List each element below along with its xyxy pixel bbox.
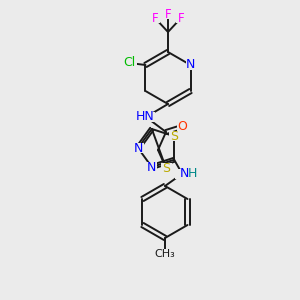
Bar	[122, 58, 137, 68]
Bar	[137, 112, 155, 122]
Text: Cl: Cl	[123, 56, 136, 70]
Bar	[160, 163, 172, 173]
Bar	[163, 10, 173, 19]
Text: S: S	[170, 130, 178, 143]
Text: O: O	[177, 121, 187, 134]
Bar	[175, 169, 195, 179]
Text: N: N	[186, 58, 195, 71]
Bar	[169, 131, 180, 141]
Bar	[176, 14, 186, 22]
Text: N: N	[147, 160, 157, 173]
Bar	[146, 162, 157, 172]
Text: F: F	[152, 11, 158, 25]
Bar	[150, 14, 160, 22]
Bar	[154, 249, 176, 259]
Bar	[185, 60, 196, 70]
Text: HN: HN	[136, 110, 154, 124]
Bar	[176, 122, 188, 132]
Bar	[133, 143, 143, 153]
Text: S: S	[162, 161, 170, 175]
Text: F: F	[165, 8, 171, 20]
Text: H: H	[188, 167, 197, 180]
Text: CH₃: CH₃	[154, 249, 176, 259]
Text: N: N	[179, 167, 189, 180]
Text: N: N	[133, 142, 143, 154]
Text: F: F	[178, 11, 184, 25]
